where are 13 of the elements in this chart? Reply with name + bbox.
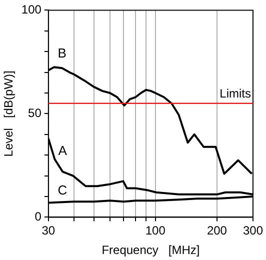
series-label: B (58, 46, 66, 61)
x-tick-label: 100 (145, 224, 166, 238)
y-tick-label: 0 (34, 210, 42, 224)
y-axis-title: Level [dB(pW)] (2, 70, 16, 157)
series-label: A (58, 143, 68, 158)
y-tick-label: 50 (28, 106, 42, 120)
x-tick-label: 200 (206, 224, 228, 238)
x-axis-title: Frequency [MHz] (102, 243, 200, 258)
x-tick-label: 300 (242, 224, 264, 238)
x-tick-label: 30 (42, 224, 56, 238)
y-tick-label: 100 (21, 2, 42, 17)
series-label: C (58, 182, 68, 198)
ref-line-label: Limits (220, 86, 251, 101)
